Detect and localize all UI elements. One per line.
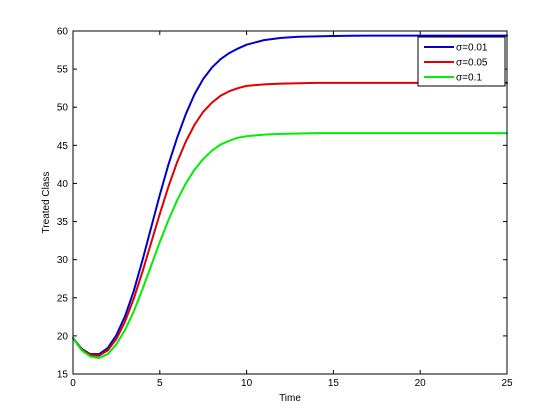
y-tick-label: 25 [57, 293, 69, 304]
x-tick-label: 15 [328, 378, 340, 389]
plot-area [73, 31, 507, 374]
x-tick-label: 25 [501, 378, 513, 389]
x-tick-label: 20 [415, 378, 427, 389]
y-tick-label: 40 [57, 179, 69, 190]
legend: σ=0.01 σ=0.05 σ=0.1 [417, 36, 506, 87]
y-tick-label: 20 [57, 331, 69, 342]
series-line-2 [72, 81, 508, 357]
series-line-3 [72, 132, 508, 359]
legend-label-3: σ=0.1 [456, 73, 482, 84]
y-axis-label: Treated Class [41, 172, 52, 234]
y-tick-label: 55 [57, 65, 69, 76]
y-tick-label: 35 [57, 217, 69, 228]
y-tick-label: 30 [57, 255, 69, 266]
legend-label-1: σ=0.01 [456, 43, 488, 54]
ticks-layer: 0 5 10 15 20 25 15 20 25 30 35 40 45 50 55 60 [57, 27, 513, 390]
y-tick-label: 50 [57, 103, 69, 114]
legend-label-2: σ=0.05 [456, 58, 488, 69]
y-tick-label: 45 [57, 141, 69, 152]
series-line-1 [72, 34, 508, 356]
y-tick-label: 15 [57, 370, 69, 381]
x-tick-label: 0 [70, 378, 76, 389]
plot-frame [72, 30, 508, 375]
x-axis-label: Time [279, 393, 301, 404]
x-tick-label: 10 [241, 378, 253, 389]
x-tick-label: 5 [157, 378, 163, 389]
series-layer [72, 34, 508, 359]
y-tick-label: 60 [57, 27, 69, 38]
